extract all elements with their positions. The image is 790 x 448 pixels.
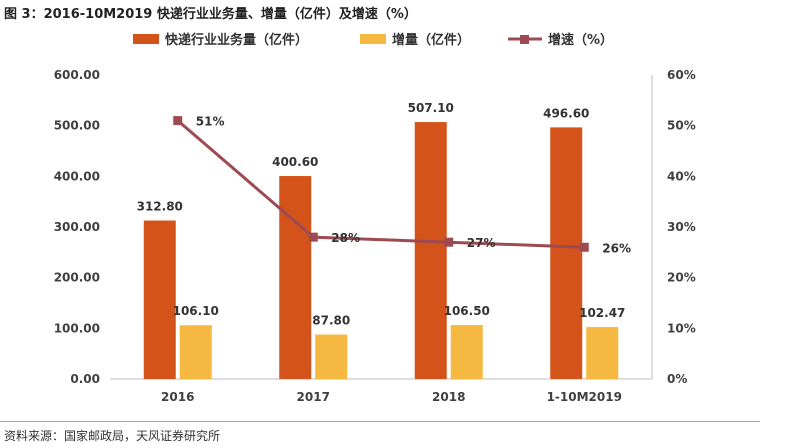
right-tick-label: 10% xyxy=(667,321,696,335)
legend-volume: 快递行业业务量（亿件） xyxy=(133,32,308,48)
left-tick-label: 0.00 xyxy=(70,372,100,386)
legend-increment: 增量（亿件） xyxy=(360,32,470,48)
right-tick-label: 60% xyxy=(667,68,696,82)
growth-marker xyxy=(579,242,589,252)
bar-volume xyxy=(414,122,447,379)
right-tick-label: 0% xyxy=(667,372,687,386)
bar-volume xyxy=(550,127,583,379)
legend-increment-label: 增量（亿件） xyxy=(392,32,470,48)
growth-marker xyxy=(444,237,454,247)
legend-growth-label: 增速（%） xyxy=(548,32,613,48)
legend-growth-swatch-marker xyxy=(520,35,529,44)
bar-volume-label: 312.80 xyxy=(137,200,183,214)
legend-increment-swatch xyxy=(360,34,386,44)
source-note: 资料来源：国家邮政局，天风证券研究所 xyxy=(4,429,221,443)
growth-line-series: 51% 28% 27% 26% xyxy=(173,115,631,255)
bar-volume-label: 507.10 xyxy=(408,101,454,115)
left-tick-label: 300.00 xyxy=(54,220,100,234)
x-tick-label: 2018 xyxy=(432,390,465,404)
bar-increment xyxy=(450,325,483,379)
legend-growth: 增速（%） xyxy=(508,32,613,48)
bar-increment xyxy=(586,327,619,379)
left-tick-label: 500.00 xyxy=(54,119,100,133)
bar-increment-label: 106.50 xyxy=(444,304,490,318)
growth-label: 28% xyxy=(331,231,360,245)
bar-volume xyxy=(143,220,176,379)
bar-increment-label: 87.80 xyxy=(312,314,350,328)
chart: 快递行业业务量（亿件） 增量（亿件） 增速（%） 0.00 100.00 200.00 3… xyxy=(54,32,696,404)
legend: 快递行业业务量（亿件） 增量（亿件） 增速（%） xyxy=(133,32,613,48)
left-tick-label: 600.00 xyxy=(54,68,100,82)
left-axis: 0.00 100.00 200.00 300.00 400.00 500.00 600.00 xyxy=(54,68,100,386)
growth-label: 27% xyxy=(467,236,496,250)
bar-volume-label: 496.60 xyxy=(543,106,589,120)
x-tick-label: 1-10M2019 xyxy=(547,390,622,404)
x-axis: 2016 2017 2018 1-10M2019 xyxy=(161,390,622,404)
bar-increment xyxy=(179,325,212,379)
right-axis: 0% 10% 20% 30% 40% 50% 60% xyxy=(667,68,696,386)
bars: 312.80 106.10 400.60 87.80 507.10 106.50 496.6… xyxy=(137,101,625,379)
bar-increment-label: 106.10 xyxy=(173,304,219,318)
growth-line xyxy=(176,119,585,249)
bar-volume xyxy=(279,176,312,379)
left-tick-label: 200.00 xyxy=(54,271,100,285)
footer-divider xyxy=(0,421,760,422)
growth-marker xyxy=(173,116,183,126)
x-tick-label: 2016 xyxy=(161,390,194,404)
right-tick-label: 50% xyxy=(667,119,696,133)
growth-label: 26% xyxy=(602,241,631,255)
left-tick-label: 100.00 xyxy=(54,321,100,335)
x-tick-label: 2017 xyxy=(297,390,330,404)
bar-volume-label: 400.60 xyxy=(272,155,318,169)
left-tick-label: 400.00 xyxy=(54,169,100,183)
legend-volume-swatch xyxy=(133,34,159,44)
right-tick-label: 30% xyxy=(667,220,696,234)
bar-increment-label: 102.47 xyxy=(579,306,625,320)
legend-volume-label: 快递行业业务量（亿件） xyxy=(165,32,308,48)
right-tick-label: 20% xyxy=(667,271,696,285)
growth-marker xyxy=(308,232,318,242)
bar-increment xyxy=(315,334,348,379)
chart-title: 图 3：2016-10M2019 快递行业业务量、增量（亿件）及增速（%） xyxy=(4,7,417,22)
right-tick-label: 40% xyxy=(667,169,696,183)
growth-label: 51% xyxy=(196,115,225,129)
